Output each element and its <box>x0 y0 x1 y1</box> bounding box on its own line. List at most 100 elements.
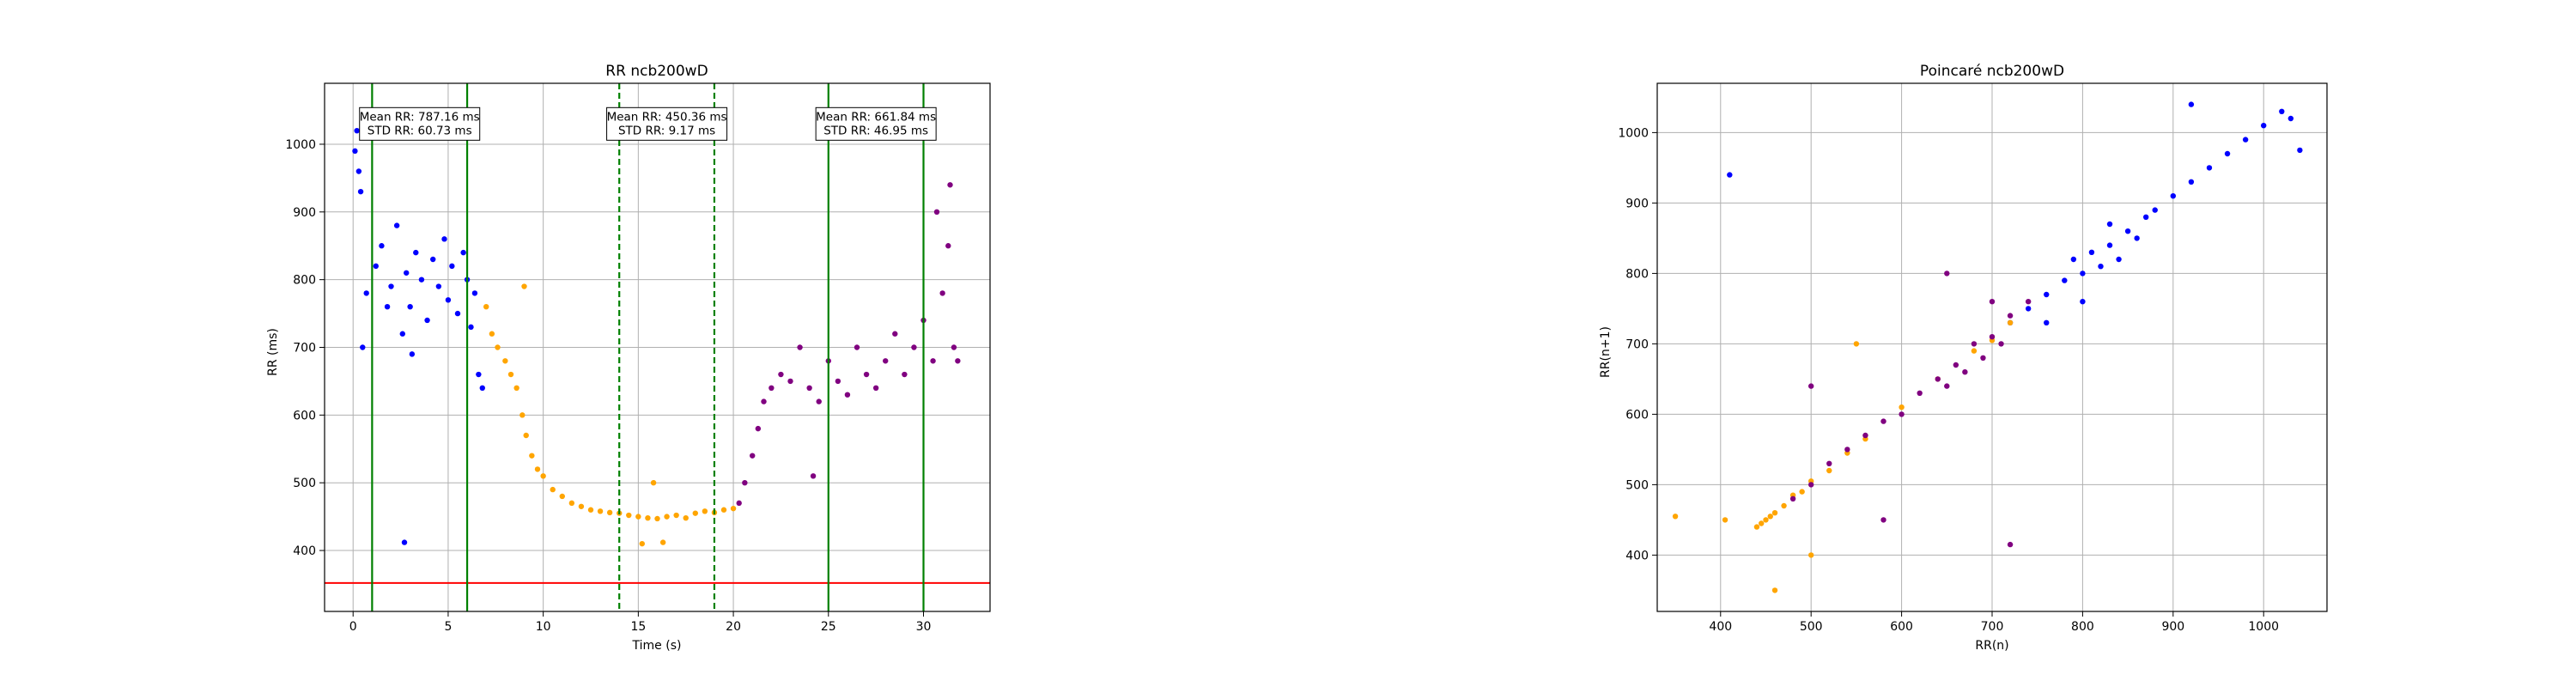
poincare-series-1-point-17 <box>1673 514 1678 519</box>
poincare-series-1-point-4 <box>1772 510 1777 515</box>
poincare-y-tick-label-0: 400 <box>1625 549 1649 562</box>
rr-series-0-point-26 <box>468 325 473 330</box>
rr-series-0-point-18 <box>430 257 435 262</box>
rr-series-0-point-29 <box>480 386 485 391</box>
poincare-series-2-point-7 <box>1917 391 1922 396</box>
poincare-y-tick-label-5: 900 <box>1625 197 1649 210</box>
poincare-series-0-point-13 <box>2153 207 2158 212</box>
poincare-series-0-point-8 <box>2107 242 2112 247</box>
rr-series-1-point-13 <box>569 501 574 506</box>
poincare-series-2-point-16 <box>2008 313 2013 318</box>
rr-series-1-point-15 <box>588 508 593 513</box>
rr-y-tick-label-6: 1000 <box>285 138 316 152</box>
rr-series-2-point-28 <box>947 182 952 187</box>
poincare-series-1-point-5 <box>1781 503 1786 508</box>
rr-series-2-point-9 <box>806 386 811 391</box>
poincare-series-2-point-8 <box>1935 376 1941 381</box>
poincare-series-2-point-1 <box>1808 482 1814 487</box>
rr-series-0-point-28 <box>476 372 481 377</box>
rr-series-1-point-26 <box>693 510 698 515</box>
rr-series-2-point-15 <box>864 372 869 377</box>
rr-series-2-point-18 <box>892 331 897 337</box>
poincare-series-2-point-18 <box>1880 517 1886 522</box>
rr-series-1-point-2 <box>495 344 500 350</box>
rr-series-1-point-6 <box>519 412 525 417</box>
poincare-series-0-point-21 <box>2288 116 2293 121</box>
poincare-y-tick-label-6: 1000 <box>1618 126 1649 140</box>
poincare-series-0-point-12 <box>2143 215 2148 220</box>
rr-y-tick-label-5: 900 <box>293 206 316 220</box>
poincare-series-2-point-4 <box>1862 433 1868 438</box>
poincare-series-0-point-15 <box>2189 179 2194 185</box>
rr-series-1-point-12 <box>560 494 565 499</box>
rr-series-1-point-3 <box>502 358 507 363</box>
poincare-chart-xlabel: RR(n) <box>1975 639 2008 653</box>
poincare-series-1-point-18 <box>1722 517 1728 522</box>
poincare-series-0-point-11 <box>2134 235 2139 240</box>
rr-annotation-0-line-1: STD RR: 60.73 ms <box>368 124 472 137</box>
poincare-y-tick-label-3: 700 <box>1625 337 1649 351</box>
rr-series-1-point-30 <box>731 506 736 511</box>
rr-series-0-point-30 <box>402 539 407 544</box>
poincare-series-0-point-10 <box>2125 228 2130 234</box>
rr-series-2-point-16 <box>873 386 878 391</box>
rr-x-tick-label-4: 20 <box>726 620 741 634</box>
poincare-series-0-point-5 <box>2080 271 2085 276</box>
rr-series-1-point-8 <box>529 453 534 458</box>
rr-series-0-point-20 <box>441 236 447 241</box>
rr-series-2-point-24 <box>945 243 951 248</box>
poincare-series-0-point-23 <box>2189 101 2194 106</box>
rr-series-2-point-12 <box>835 379 841 384</box>
rr-series-0-point-13 <box>407 304 412 309</box>
rr-series-1-point-11 <box>550 487 556 492</box>
rr-series-2-point-25 <box>951 344 957 350</box>
poincare-series-2-point-9 <box>1944 383 1949 388</box>
poincare-series-0-point-20 <box>2279 109 2284 114</box>
rr-series-1-point-4 <box>508 372 513 377</box>
rr-series-0-point-27 <box>472 290 477 295</box>
rr-series-1-point-16 <box>598 508 603 514</box>
poincare-series-2-point-12 <box>1971 341 1977 346</box>
rr-series-0-point-8 <box>385 304 390 309</box>
rr-series-0-point-2 <box>356 168 361 173</box>
rr-series-2-point-1 <box>742 480 747 485</box>
rr-series-2-point-17 <box>883 358 888 363</box>
poincare-series-2-point-3 <box>1844 447 1850 452</box>
poincare-series-0-point-6 <box>2089 250 2094 255</box>
rr-y-tick-label-0: 400 <box>293 544 316 558</box>
rr-series-2-point-4 <box>761 398 766 404</box>
rr-x-tick-label-2: 10 <box>536 620 551 634</box>
rr-series-1-point-10 <box>540 473 545 478</box>
poincare-series-2-point-21 <box>1990 299 1995 304</box>
rr-series-1-point-32 <box>660 539 665 544</box>
poincare-series-1-point-19 <box>1772 587 1777 593</box>
poincare-series-1-point-9 <box>1826 468 1832 473</box>
rr-series-2-point-26 <box>955 358 960 363</box>
rr-series-1-point-5 <box>513 386 519 391</box>
poincare-series-1-point-20 <box>1808 552 1814 557</box>
poincare-series-0-point-18 <box>2243 137 2248 142</box>
rr-x-tick-label-6: 30 <box>916 620 932 634</box>
rr-series-2-point-7 <box>787 379 793 384</box>
rr-x-tick-label-5: 25 <box>821 620 836 634</box>
rr-series-0-point-14 <box>410 351 415 356</box>
poincare-series-1-point-12 <box>1899 404 1904 410</box>
rr-series-0-point-17 <box>424 318 429 323</box>
rr-series-0-point-7 <box>379 243 384 248</box>
rr-series-1-point-20 <box>635 514 641 519</box>
rr-annotation-1-line-0: Mean RR: 450.36 ms <box>607 110 727 124</box>
rr-series-0-point-12 <box>404 271 409 276</box>
rr-series-0-point-11 <box>400 331 405 337</box>
rr-series-2-point-29 <box>811 473 816 478</box>
rr-series-1-point-9 <box>535 466 540 471</box>
rr-series-1-point-7 <box>524 433 529 438</box>
poincare-series-2-point-19 <box>2008 542 2013 547</box>
rr-annotation-0-line-0: Mean RR: 787.16 ms <box>360 110 480 124</box>
rr-series-2-point-6 <box>778 372 783 377</box>
rr-series-0-point-16 <box>419 277 424 282</box>
rr-series-1-point-22 <box>654 516 659 521</box>
poincare-x-tick-label-1: 500 <box>1800 620 1823 634</box>
